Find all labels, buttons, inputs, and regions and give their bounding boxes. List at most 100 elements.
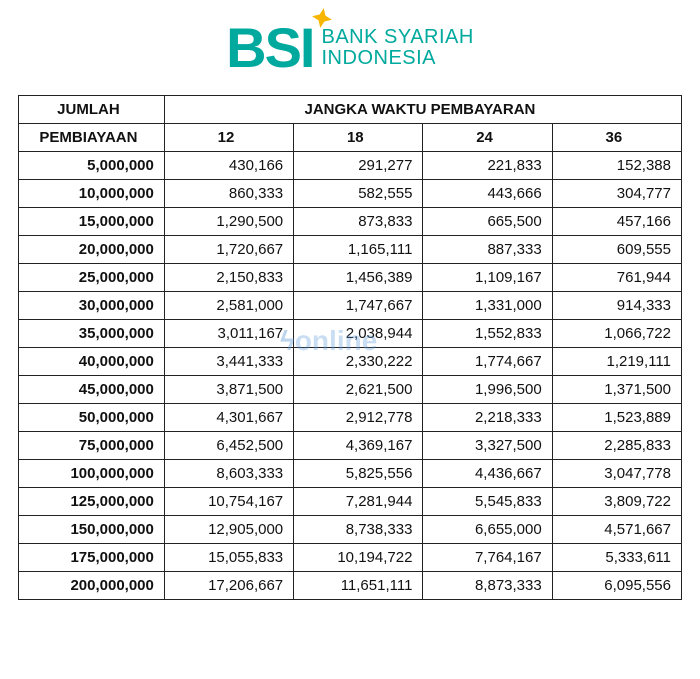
payment-table: JUMLAH JANGKA WAKTU PEMBAYARAN PEMBIAYAA… bbox=[18, 95, 682, 600]
cell-value: 221,833 bbox=[423, 152, 552, 180]
cell-jumlah: 50,000,000 bbox=[19, 404, 165, 432]
cell-value: 2,581,000 bbox=[164, 292, 293, 320]
col-12: 12 bbox=[164, 124, 293, 152]
table-row: 125,000,00010,754,1677,281,9445,545,8333… bbox=[19, 488, 682, 516]
cell-value: 2,038,944 bbox=[294, 320, 423, 348]
table-row: 100,000,0008,603,3335,825,5564,436,6673,… bbox=[19, 460, 682, 488]
table-row: 40,000,0003,441,3332,330,2221,774,6671,2… bbox=[19, 348, 682, 376]
table-row: 5,000,000430,166291,277221,833152,388 bbox=[19, 152, 682, 180]
cell-jumlah: 150,000,000 bbox=[19, 516, 165, 544]
cell-value: 152,388 bbox=[552, 152, 681, 180]
cell-jumlah: 10,000,000 bbox=[19, 180, 165, 208]
cell-jumlah: 75,000,000 bbox=[19, 432, 165, 460]
cell-value: 2,621,500 bbox=[294, 376, 423, 404]
cell-value: 12,905,000 bbox=[164, 516, 293, 544]
table-row: 10,000,000860,333582,555443,666304,777 bbox=[19, 180, 682, 208]
cell-value: 8,738,333 bbox=[294, 516, 423, 544]
cell-value: 3,441,333 bbox=[164, 348, 293, 376]
col-36: 36 bbox=[552, 124, 681, 152]
cell-value: 3,011,167 bbox=[164, 320, 293, 348]
cell-value: 6,095,556 bbox=[552, 572, 681, 600]
cell-value: 665,500 bbox=[423, 208, 552, 236]
cell-value: 2,285,833 bbox=[552, 432, 681, 460]
table-row: 20,000,0001,720,6671,165,111887,333609,5… bbox=[19, 236, 682, 264]
logo-line1: BANK SYARIAH bbox=[322, 27, 474, 48]
cell-value: 8,873,333 bbox=[423, 572, 552, 600]
cell-value: 1,523,889 bbox=[552, 404, 681, 432]
cell-value: 4,571,667 bbox=[552, 516, 681, 544]
cell-value: 2,912,778 bbox=[294, 404, 423, 432]
cell-value: 1,720,667 bbox=[164, 236, 293, 264]
cell-value: 5,825,556 bbox=[294, 460, 423, 488]
table-row: 35,000,0003,011,1672,038,9441,552,8331,0… bbox=[19, 320, 682, 348]
payment-table-wrap: JUMLAH JANGKA WAKTU PEMBAYARAN PEMBIAYAA… bbox=[0, 95, 700, 600]
cell-value: 291,277 bbox=[294, 152, 423, 180]
cell-value: 7,281,944 bbox=[294, 488, 423, 516]
cell-jumlah: 35,000,000 bbox=[19, 320, 165, 348]
cell-value: 1,996,500 bbox=[423, 376, 552, 404]
header-jumlah-bottom: PEMBIAYAAN bbox=[19, 124, 165, 152]
cell-value: 7,764,167 bbox=[423, 544, 552, 572]
cell-value: 457,166 bbox=[552, 208, 681, 236]
cell-value: 6,452,500 bbox=[164, 432, 293, 460]
table-row: 45,000,0003,871,5002,621,5001,996,5001,3… bbox=[19, 376, 682, 404]
cell-value: 11,651,111 bbox=[294, 572, 423, 600]
table-row: 15,000,0001,290,500873,833665,500457,166 bbox=[19, 208, 682, 236]
cell-value: 1,456,389 bbox=[294, 264, 423, 292]
cell-value: 5,333,611 bbox=[552, 544, 681, 572]
header-jumlah-top: JUMLAH bbox=[19, 96, 165, 124]
cell-jumlah: 175,000,000 bbox=[19, 544, 165, 572]
logo-abbrev: BSI bbox=[226, 20, 313, 76]
cell-value: 1,747,667 bbox=[294, 292, 423, 320]
cell-value: 3,809,722 bbox=[552, 488, 681, 516]
cell-value: 2,218,333 bbox=[423, 404, 552, 432]
cell-jumlah: 100,000,000 bbox=[19, 460, 165, 488]
col-18: 18 bbox=[294, 124, 423, 152]
cell-value: 2,150,833 bbox=[164, 264, 293, 292]
cell-value: 10,194,722 bbox=[294, 544, 423, 572]
cell-value: 3,871,500 bbox=[164, 376, 293, 404]
cell-jumlah: 200,000,000 bbox=[19, 572, 165, 600]
cell-value: 761,944 bbox=[552, 264, 681, 292]
cell-value: 1,371,500 bbox=[552, 376, 681, 404]
cell-value: 860,333 bbox=[164, 180, 293, 208]
cell-value: 1,165,111 bbox=[294, 236, 423, 264]
table-row: 150,000,00012,905,0008,738,3336,655,0004… bbox=[19, 516, 682, 544]
table-row: 25,000,0002,150,8331,456,3891,109,167761… bbox=[19, 264, 682, 292]
cell-value: 1,552,833 bbox=[423, 320, 552, 348]
cell-value: 914,333 bbox=[552, 292, 681, 320]
table-row: 50,000,0004,301,6672,912,7782,218,3331,5… bbox=[19, 404, 682, 432]
cell-value: 443,666 bbox=[423, 180, 552, 208]
cell-value: 1,219,111 bbox=[552, 348, 681, 376]
cell-value: 4,301,667 bbox=[164, 404, 293, 432]
cell-value: 1,331,000 bbox=[423, 292, 552, 320]
col-24: 24 bbox=[423, 124, 552, 152]
cell-value: 3,047,778 bbox=[552, 460, 681, 488]
cell-value: 4,369,167 bbox=[294, 432, 423, 460]
cell-value: 304,777 bbox=[552, 180, 681, 208]
cell-value: 10,754,167 bbox=[164, 488, 293, 516]
cell-jumlah: 15,000,000 bbox=[19, 208, 165, 236]
cell-value: 430,166 bbox=[164, 152, 293, 180]
logo-header: BSI BANK SYARIAH INDONESIA bbox=[0, 0, 700, 95]
cell-value: 1,066,722 bbox=[552, 320, 681, 348]
header-jangka: JANGKA WAKTU PEMBAYARAN bbox=[164, 96, 681, 124]
cell-jumlah: 45,000,000 bbox=[19, 376, 165, 404]
cell-value: 8,603,333 bbox=[164, 460, 293, 488]
cell-value: 1,109,167 bbox=[423, 264, 552, 292]
table-row: 175,000,00015,055,83310,194,7227,764,167… bbox=[19, 544, 682, 572]
logo-line2: INDONESIA bbox=[322, 48, 474, 69]
cell-jumlah: 40,000,000 bbox=[19, 348, 165, 376]
cell-value: 887,333 bbox=[423, 236, 552, 264]
cell-value: 609,555 bbox=[552, 236, 681, 264]
cell-value: 2,330,222 bbox=[294, 348, 423, 376]
table-row: 30,000,0002,581,0001,747,6671,331,000914… bbox=[19, 292, 682, 320]
cell-jumlah: 125,000,000 bbox=[19, 488, 165, 516]
table-row: 75,000,0006,452,5004,369,1673,327,5002,2… bbox=[19, 432, 682, 460]
cell-value: 6,655,000 bbox=[423, 516, 552, 544]
cell-jumlah: 30,000,000 bbox=[19, 292, 165, 320]
cell-jumlah: 20,000,000 bbox=[19, 236, 165, 264]
logo-full-name: BANK SYARIAH INDONESIA bbox=[322, 27, 474, 69]
cell-jumlah: 5,000,000 bbox=[19, 152, 165, 180]
cell-value: 5,545,833 bbox=[423, 488, 552, 516]
